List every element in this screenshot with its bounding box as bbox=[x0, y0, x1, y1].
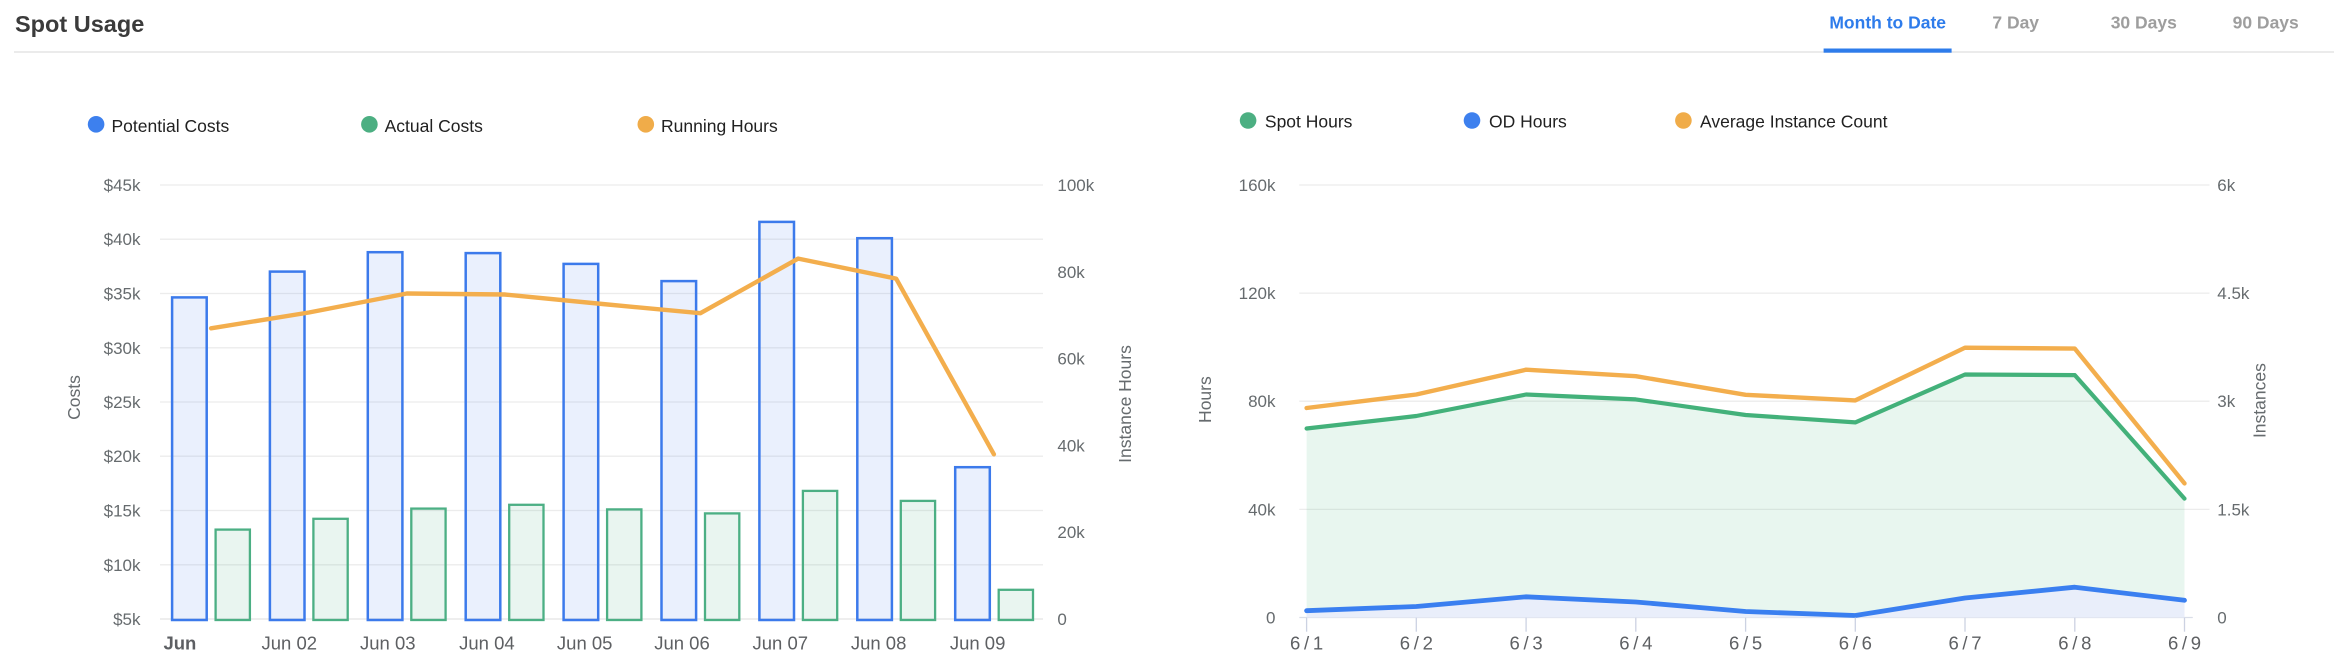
svg-text:6 / 5: 6 / 5 bbox=[1729, 633, 1762, 654]
svg-text:Spot Usage: Spot Usage bbox=[15, 11, 144, 37]
svg-text:Spot Hours: Spot Hours bbox=[1265, 112, 1353, 132]
svg-text:1.5k: 1.5k bbox=[2217, 500, 2250, 519]
svg-text:Jun 08: Jun 08 bbox=[851, 633, 907, 654]
svg-text:6 / 8: 6 / 8 bbox=[2058, 633, 2091, 654]
svg-text:$25k: $25k bbox=[104, 393, 141, 412]
svg-text:6 / 7: 6 / 7 bbox=[1948, 633, 1981, 654]
svg-text:Potential Costs: Potential Costs bbox=[112, 116, 230, 136]
svg-text:Jun: Jun bbox=[163, 633, 196, 654]
svg-text:6k: 6k bbox=[2217, 176, 2235, 195]
svg-text:OD Hours: OD Hours bbox=[1489, 112, 1567, 132]
svg-text:Jun 05: Jun 05 bbox=[557, 633, 613, 654]
svg-text:160k: 160k bbox=[1239, 176, 1276, 195]
svg-text:$40k: $40k bbox=[104, 230, 141, 249]
svg-text:Running Hours: Running Hours bbox=[661, 116, 778, 136]
svg-text:Hours: Hours bbox=[1195, 376, 1215, 423]
svg-text:40k: 40k bbox=[1057, 436, 1085, 455]
svg-text:Month to Date: Month to Date bbox=[1829, 13, 1946, 33]
svg-text:0: 0 bbox=[1266, 609, 1275, 628]
svg-text:80k: 80k bbox=[1248, 392, 1276, 411]
svg-text:Jun 09: Jun 09 bbox=[950, 633, 1006, 654]
svg-text:Jun 04: Jun 04 bbox=[459, 633, 515, 654]
svg-text:90 Days: 90 Days bbox=[2233, 13, 2299, 33]
svg-text:7 Day: 7 Day bbox=[1992, 13, 2039, 33]
svg-text:Instances: Instances bbox=[2250, 363, 2270, 438]
svg-text:4.5k: 4.5k bbox=[2217, 284, 2250, 303]
svg-text:100k: 100k bbox=[1057, 176, 1094, 195]
svg-text:Jun 02: Jun 02 bbox=[262, 633, 318, 654]
svg-text:Actual Costs: Actual Costs bbox=[385, 116, 483, 136]
svg-text:80k: 80k bbox=[1057, 263, 1085, 282]
svg-text:30 Days: 30 Days bbox=[2111, 13, 2177, 33]
svg-text:6 / 6: 6 / 6 bbox=[1839, 633, 1872, 654]
svg-text:Jun 07: Jun 07 bbox=[753, 633, 809, 654]
svg-text:6 / 9: 6 / 9 bbox=[2168, 633, 2201, 654]
svg-text:$10k: $10k bbox=[104, 556, 141, 575]
svg-text:6 / 2: 6 / 2 bbox=[1400, 633, 1433, 654]
svg-text:6 / 4: 6 / 4 bbox=[1619, 633, 1652, 654]
svg-text:Jun 06: Jun 06 bbox=[654, 633, 710, 654]
svg-text:Instance Hours: Instance Hours bbox=[1115, 345, 1135, 463]
svg-text:$35k: $35k bbox=[104, 285, 141, 304]
svg-text:$20k: $20k bbox=[104, 447, 141, 466]
svg-text:3k: 3k bbox=[2217, 392, 2235, 411]
svg-text:$5k: $5k bbox=[113, 610, 141, 629]
svg-text:0: 0 bbox=[2217, 609, 2226, 628]
svg-text:20k: 20k bbox=[1057, 523, 1085, 542]
svg-text:120k: 120k bbox=[1239, 284, 1276, 303]
svg-text:40k: 40k bbox=[1248, 500, 1276, 519]
svg-text:6 / 1: 6 / 1 bbox=[1290, 633, 1323, 654]
svg-text:0: 0 bbox=[1057, 610, 1066, 629]
svg-text:60k: 60k bbox=[1057, 350, 1085, 369]
svg-text:$15k: $15k bbox=[104, 502, 141, 521]
svg-text:Jun 03: Jun 03 bbox=[360, 633, 416, 654]
svg-text:$45k: $45k bbox=[104, 176, 141, 195]
svg-text:Average Instance Count: Average Instance Count bbox=[1700, 112, 1888, 132]
svg-text:6 / 3: 6 / 3 bbox=[1510, 633, 1543, 654]
svg-text:$30k: $30k bbox=[104, 339, 141, 358]
svg-text:Costs: Costs bbox=[64, 375, 84, 420]
